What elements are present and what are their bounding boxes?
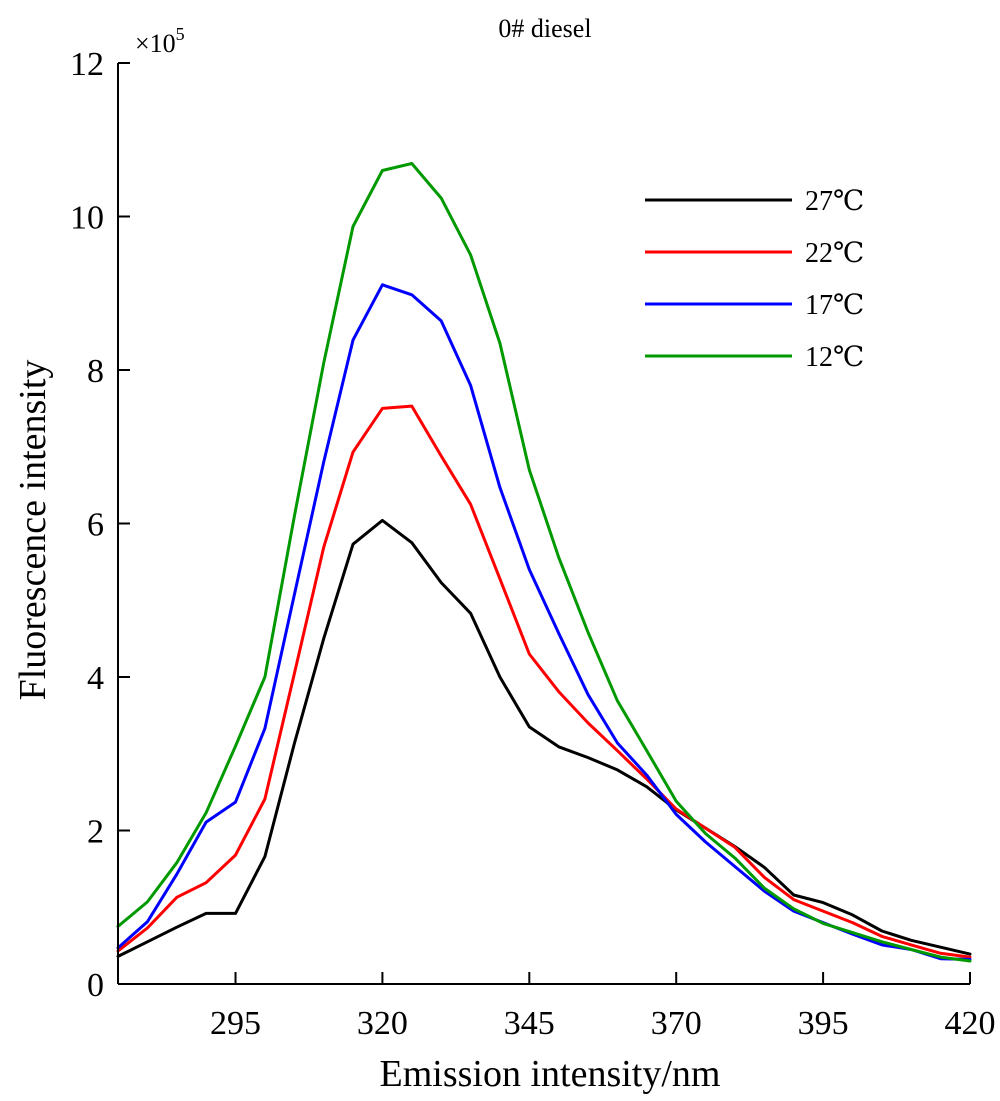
x-ticks: 295 320 345 370 395 420 <box>210 972 996 1042</box>
chart-title: 0# diesel <box>498 14 591 43</box>
legend-label-1: 22℃ <box>805 238 864 269</box>
x-tick-label: 420 <box>945 1005 996 1042</box>
x-tick-label: 320 <box>357 1005 408 1042</box>
y-tick-label: 4 <box>87 660 104 697</box>
series-line-1 <box>116 404 972 959</box>
y-scale-exponent: 5 <box>176 24 185 44</box>
legend: 27℃ 22℃ 17℃ 12℃ <box>645 186 864 373</box>
y-tick-label: 6 <box>87 507 104 544</box>
svg-text:×105: ×105 <box>135 24 185 58</box>
y-ticks: 0 2 4 6 8 10 12 <box>70 46 130 1004</box>
y-tick-label: 2 <box>87 814 104 851</box>
y-scale-label: ×10 <box>135 29 176 58</box>
x-tick-label: 395 <box>798 1005 849 1042</box>
x-tick-label: 370 <box>651 1005 702 1042</box>
y-tick-label: 8 <box>87 353 104 390</box>
series-line-3 <box>116 162 972 963</box>
y-axis-title: Fluorescence intensity <box>12 360 54 701</box>
legend-label-0: 27℃ <box>805 186 864 217</box>
series-line-2 <box>116 283 972 961</box>
x-tick-label: 345 <box>504 1005 555 1042</box>
y-tick-label: 0 <box>87 967 104 1004</box>
plot-area <box>116 162 972 963</box>
y-tick-label: 12 <box>70 46 104 83</box>
x-axis-title: Emission intensity/nm <box>380 1053 721 1095</box>
y-scale-factor: ×105 <box>135 24 185 58</box>
x-tick-label: 295 <box>210 1005 261 1042</box>
y-tick-label: 10 <box>70 200 104 237</box>
legend-label-2: 17℃ <box>805 290 864 321</box>
legend-label-3: 12℃ <box>805 342 864 373</box>
series-line-0 <box>116 518 972 958</box>
